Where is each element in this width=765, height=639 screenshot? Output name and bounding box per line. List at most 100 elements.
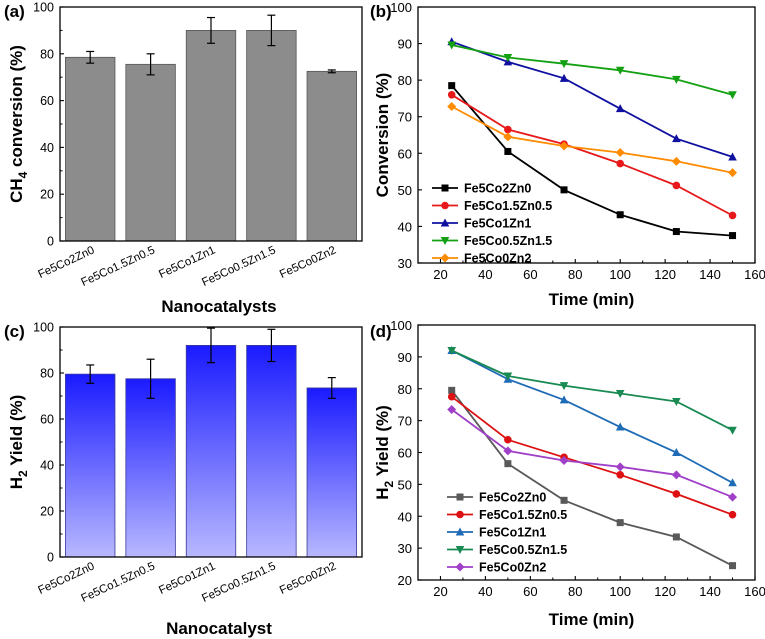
data-point: [615, 148, 625, 158]
legend-label: Fe5Co1.5Zn0.5: [479, 508, 567, 522]
legend-marker: [456, 493, 464, 501]
y-axis-label-rest: Yield (%): [7, 395, 26, 471]
x-tick-label: 80: [568, 584, 582, 599]
y-axis-label-sub: 2: [382, 480, 396, 487]
x-axis-label: Time (min): [549, 290, 635, 309]
y-tick-label: 80: [398, 73, 412, 88]
legend-marker: [440, 253, 450, 263]
data-point: [559, 60, 569, 69]
data-point: [616, 519, 624, 527]
data-point: [672, 228, 680, 236]
data-point: [447, 404, 457, 414]
bar: [306, 70, 357, 242]
bar: [185, 29, 237, 242]
legend-marker: [441, 184, 449, 192]
data-point: [560, 496, 568, 504]
data-point: [615, 390, 625, 399]
legend-marker: [441, 201, 449, 210]
x-tick-label: 120: [654, 584, 676, 599]
y-tick-label: 80: [398, 382, 412, 397]
x-tick-label: 160: [744, 267, 765, 282]
legend-marker: [456, 510, 464, 519]
data-point: [447, 41, 456, 50]
data-point: [728, 426, 737, 435]
legend-marker: [440, 237, 450, 245]
plot-frame: [417, 6, 756, 264]
legend-label: Fe5Co1Zn1: [479, 526, 546, 540]
y-tick-label: 80: [40, 47, 54, 61]
data-point: [672, 490, 681, 498]
data-point: [728, 478, 737, 487]
y-tick-label: 40: [40, 141, 54, 155]
x-tick-label: 160: [744, 584, 765, 599]
legend-label: Fe5Co0.5Zn1.5: [464, 234, 552, 248]
y-tick-label: 20: [398, 573, 412, 588]
y-tick-label: 100: [33, 321, 54, 335]
x-tick-label: 120: [654, 267, 676, 282]
y-tick-label: 60: [398, 446, 412, 461]
panel-d: (d) 20 40 60 80 100 120 140 160 20 30 40 50 60 70 80 90 1…: [370, 318, 765, 629]
y-axis-label-sub: 4: [16, 171, 30, 178]
y-axis-label-main: H: [373, 487, 392, 499]
x-tick-label: 100: [609, 584, 631, 599]
data-point: [503, 446, 513, 456]
legend-marker: [455, 546, 465, 554]
y-tick-label: 0: [47, 235, 54, 249]
x-tick-label: 20: [433, 584, 447, 599]
legend-label: Fe5Co2Zn0: [464, 182, 531, 196]
data-point: [615, 422, 625, 431]
y-axis-label: CH4 conversion (%): [7, 45, 30, 203]
data-point: [503, 53, 513, 62]
data-point: [671, 156, 681, 166]
data-point: [447, 101, 457, 111]
x-tick-label: 140: [699, 584, 721, 599]
series-line: [451, 395, 733, 516]
y-axis-label-rest: Yield (%): [373, 405, 392, 481]
legend-label: Fe5Co1Zn1: [464, 217, 531, 231]
panel-label: (a): [4, 2, 25, 21]
legend-label: Fe5Co1.5Zn0.5: [464, 199, 552, 213]
legend-marker: [440, 218, 450, 227]
y-axis-label-main: H: [7, 477, 26, 489]
series-line: [451, 349, 733, 432]
x-tick-label: 40: [478, 584, 492, 599]
x-tick-label: 60: [523, 267, 537, 282]
data-point: [560, 186, 568, 194]
data-point: [448, 82, 456, 90]
series-line: [451, 105, 733, 174]
series-line: [451, 349, 733, 484]
data-point: [615, 462, 625, 472]
data-point: [728, 168, 738, 178]
data-point: [447, 392, 456, 401]
y-tick-label: 20: [40, 505, 54, 519]
data-point: [448, 386, 456, 394]
data-point: [504, 435, 512, 444]
legend-marker: [455, 562, 465, 572]
bar: [185, 344, 237, 558]
x-axis-label: Nanocatalyst: [166, 619, 272, 638]
y-tick-label: 100: [33, 1, 54, 15]
data-point: [559, 382, 569, 391]
y-tick-label: 100: [390, 0, 412, 15]
x-tick-label: 40: [478, 267, 492, 282]
y-axis-label-rest: conversion (%): [7, 45, 26, 172]
data-point: [729, 232, 737, 240]
data-point: [616, 471, 624, 479]
legend-label: Fe5Co2Zn0: [479, 491, 546, 505]
data-point: [615, 66, 625, 75]
bar: [65, 373, 116, 558]
y-tick-label: 60: [40, 413, 54, 427]
y-axis-label-main: CH: [7, 178, 26, 203]
bar: [125, 378, 176, 558]
data-point: [615, 104, 625, 113]
y-tick-label: 20: [40, 188, 54, 202]
legend-label: Fe5Co0.5Zn1.5: [479, 543, 567, 557]
data-point: [728, 91, 737, 100]
y-tick-label: 30: [398, 256, 412, 271]
panel-b: (b) 20 40 60 80 100 120 140 160 30 40 50 60 70 80 90 100…: [370, 0, 765, 309]
bar: [65, 56, 116, 242]
y-tick-label: 50: [398, 183, 412, 198]
panel-label: (c): [4, 322, 25, 341]
